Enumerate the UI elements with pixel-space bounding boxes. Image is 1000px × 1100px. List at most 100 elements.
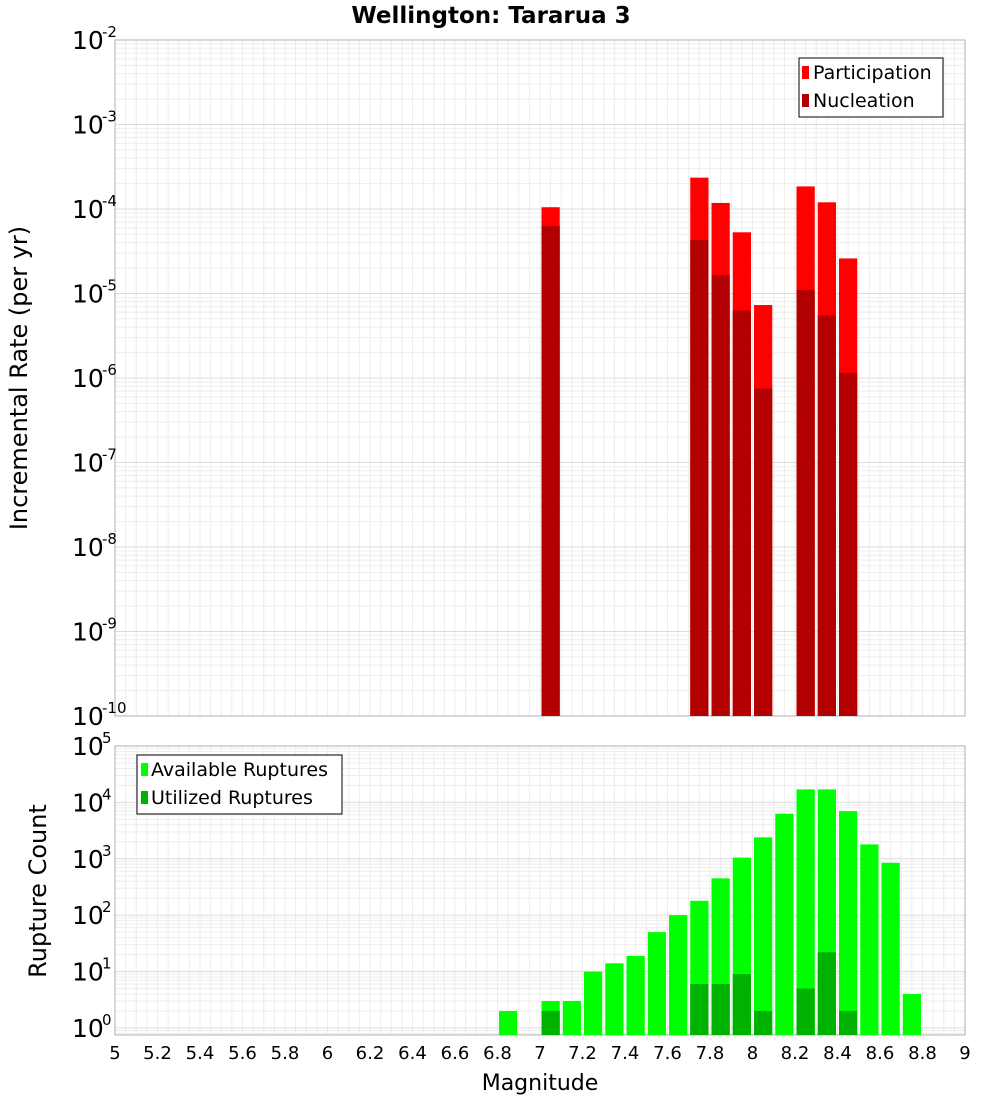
bottom-plot-frame bbox=[114, 745, 966, 1036]
x-tick-label: 6.2 bbox=[356, 1043, 385, 1064]
x-tick-label: 5.4 bbox=[186, 1043, 215, 1064]
bottom-bars bbox=[499, 789, 921, 1035]
x-tick-label: 8.8 bbox=[908, 1043, 937, 1064]
x-tick-label: 5.2 bbox=[143, 1043, 172, 1064]
bar-utilized-ruptures bbox=[711, 984, 730, 1035]
x-tick-label: 7.2 bbox=[568, 1043, 597, 1064]
y-tick-exponent: -9 bbox=[102, 615, 117, 633]
y-tick-exponent: 4 bbox=[102, 785, 112, 803]
x-tick-label: 6.8 bbox=[483, 1043, 512, 1064]
y-tick-exponent: 0 bbox=[102, 1011, 112, 1029]
top-y-axis-label: Incremental Rate (per yr) bbox=[5, 226, 33, 530]
bar-nucleation bbox=[690, 239, 709, 716]
y-tick-label: 10 bbox=[72, 1014, 104, 1043]
y-tick-label: 10 bbox=[72, 111, 104, 140]
y-tick-label: 10 bbox=[72, 280, 104, 309]
top-bars bbox=[541, 177, 858, 716]
x-tick-label: 6.6 bbox=[441, 1043, 470, 1064]
bar-nucleation bbox=[817, 315, 836, 716]
bar-nucleation bbox=[839, 372, 858, 716]
bar-available-ruptures bbox=[499, 1010, 518, 1035]
y-tick-label: 10 bbox=[72, 449, 104, 478]
y-tick-label: 10 bbox=[72, 958, 104, 987]
legend-label-nucleation: Nucleation bbox=[813, 90, 915, 112]
y-tick-label: 10 bbox=[72, 195, 104, 224]
y-tick-exponent: -3 bbox=[102, 108, 117, 126]
legend-label-available-ruptures: Available Ruptures bbox=[151, 759, 328, 781]
y-tick-label: 10 bbox=[72, 364, 104, 393]
y-tick-exponent: -4 bbox=[102, 192, 117, 210]
x-tick-label: 5.8 bbox=[271, 1043, 300, 1064]
x-tick-label: 8.6 bbox=[866, 1043, 895, 1064]
bar-available-ruptures bbox=[860, 844, 879, 1035]
bar-utilized-ruptures bbox=[796, 988, 815, 1035]
bar-utilized-ruptures bbox=[839, 1010, 858, 1035]
x-tick-label: 6.4 bbox=[398, 1043, 427, 1064]
legend-label-utilized-ruptures: Utilized Ruptures bbox=[151, 787, 313, 809]
y-tick-exponent: -5 bbox=[102, 277, 117, 295]
x-tick-label: 7 bbox=[534, 1043, 545, 1064]
y-tick-exponent: -2 bbox=[102, 23, 117, 41]
legend-swatch-utilized-ruptures bbox=[141, 791, 148, 804]
bar-utilized-ruptures bbox=[732, 974, 751, 1035]
y-tick-label: 10 bbox=[72, 26, 104, 55]
y-tick-label: 10 bbox=[72, 702, 104, 731]
bottom-legend-box bbox=[136, 754, 343, 815]
bar-available-ruptures bbox=[775, 813, 794, 1035]
bottom-y-axis-label: Rupture Count bbox=[24, 804, 52, 978]
bar-available-ruptures bbox=[754, 837, 773, 1035]
legend-swatch-participation bbox=[802, 66, 809, 79]
y-tick-exponent: 3 bbox=[102, 842, 112, 860]
bar-available-ruptures bbox=[796, 789, 815, 1035]
bar-available-ruptures bbox=[647, 932, 666, 1035]
bar-nucleation bbox=[754, 388, 773, 716]
legend-swatch-available-ruptures bbox=[141, 763, 148, 776]
top-plot-frame bbox=[114, 39, 966, 717]
y-tick-label: 10 bbox=[72, 845, 104, 874]
bar-available-ruptures bbox=[902, 994, 921, 1035]
y-tick-exponent: 1 bbox=[102, 955, 112, 973]
y-tick-exponent: -6 bbox=[102, 361, 117, 379]
top-gridlines bbox=[114, 39, 966, 717]
chart-title: Wellington: Tararua 3 bbox=[351, 3, 630, 29]
x-tick-label: 8.4 bbox=[823, 1043, 852, 1064]
bar-available-ruptures bbox=[669, 915, 688, 1035]
x-tick-label: 5 bbox=[109, 1043, 120, 1064]
bottom-legend: Available Ruptures Utilized Ruptures bbox=[136, 754, 343, 815]
bar-utilized-ruptures bbox=[690, 984, 709, 1035]
bar-utilized-ruptures bbox=[817, 952, 836, 1035]
legend-label-participation: Participation bbox=[813, 62, 932, 84]
x-tick-label: 7.4 bbox=[611, 1043, 640, 1064]
x-tick-label: 7.8 bbox=[696, 1043, 725, 1064]
y-tick-label: 10 bbox=[72, 533, 104, 562]
legend-swatch-nucleation bbox=[802, 94, 809, 107]
bar-available-ruptures bbox=[605, 963, 624, 1035]
bar-nucleation bbox=[796, 290, 815, 716]
y-tick-label: 10 bbox=[72, 732, 104, 761]
y-tick-exponent: -10 bbox=[102, 699, 127, 717]
bar-available-ruptures bbox=[584, 971, 603, 1035]
x-tick-label: 5.6 bbox=[228, 1043, 257, 1064]
bar-available-ruptures bbox=[881, 862, 900, 1035]
y-tick-exponent: -7 bbox=[102, 446, 117, 464]
bar-available-ruptures bbox=[562, 1001, 581, 1035]
y-tick-label: 10 bbox=[72, 901, 104, 930]
x-tick-labels: 5 5.2 5.4 5.6 5.8 6 6.2 6.4 6.6 6.8 7 7.2 7.4 7.6 7.8 8… bbox=[109, 1043, 970, 1064]
bar-utilized-ruptures bbox=[754, 1010, 773, 1035]
y-tick-label: 10 bbox=[72, 618, 104, 647]
bar-nucleation bbox=[541, 225, 560, 716]
bar-available-ruptures bbox=[839, 811, 858, 1035]
y-tick-label: 10 bbox=[72, 788, 104, 817]
x-tick-label: 8 bbox=[747, 1043, 758, 1064]
bar-nucleation bbox=[732, 310, 751, 716]
bar-available-ruptures bbox=[626, 955, 645, 1035]
x-tick-label: 6 bbox=[322, 1043, 333, 1064]
top-legend-box bbox=[798, 57, 944, 118]
y-tick-exponent: 5 bbox=[102, 729, 112, 747]
x-tick-label: 8.2 bbox=[781, 1043, 810, 1064]
bar-nucleation bbox=[711, 275, 730, 716]
bar-utilized-ruptures bbox=[541, 1010, 560, 1035]
